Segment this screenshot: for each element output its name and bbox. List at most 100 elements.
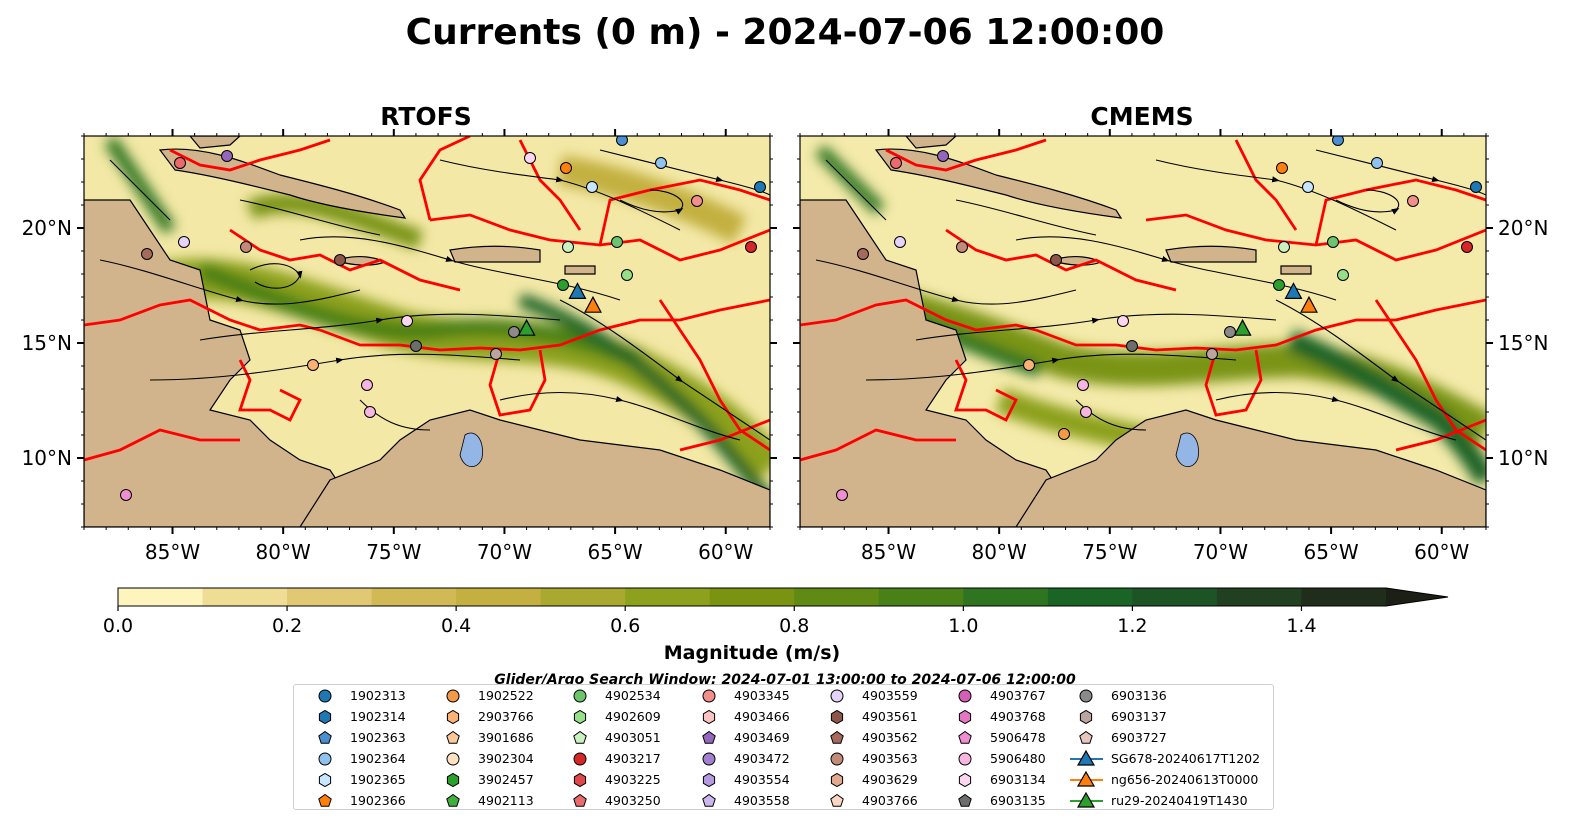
glider-marker xyxy=(517,318,536,336)
x-tick-label: 85°W xyxy=(145,540,200,564)
legend-marker-circle xyxy=(446,689,460,703)
map-area-rtofs xyxy=(84,136,770,527)
x-tick-label: 70°W xyxy=(1193,540,1248,564)
argo-float-marker xyxy=(1058,428,1070,440)
argo-float-marker xyxy=(956,241,968,253)
legend-label: 5906478 xyxy=(990,730,1046,745)
legend-marker-pentagon xyxy=(318,730,332,744)
y-tick-label: 20°N xyxy=(22,216,72,240)
glider-marker xyxy=(583,295,602,313)
streamline xyxy=(825,159,887,221)
legend-marker xyxy=(573,793,587,807)
legend-marker-pentagon xyxy=(573,730,587,744)
boundary xyxy=(169,138,331,172)
legend-label: SG678-20240617T1202 xyxy=(1111,751,1261,766)
glider-marker xyxy=(1299,295,1318,313)
argo-float-marker xyxy=(1080,406,1092,418)
legend-marker xyxy=(446,689,460,703)
x-tick-label: 75°W xyxy=(366,540,421,564)
current-magnitude-field xyxy=(104,136,770,505)
colorbar-swatch xyxy=(794,588,880,606)
argo-float-marker xyxy=(334,254,346,266)
legend-marker-triangle xyxy=(1076,791,1096,808)
legend-marker xyxy=(573,752,587,766)
glider-marker xyxy=(1233,318,1252,336)
argo-float-marker xyxy=(1276,162,1288,174)
argo-float-marker xyxy=(141,248,153,260)
legend-label: 1902313 xyxy=(350,688,406,703)
argo-float-marker xyxy=(178,236,190,248)
legend-label: 4903766 xyxy=(862,793,918,808)
legend-marker-hexagon xyxy=(830,709,844,725)
legend-marker xyxy=(830,793,844,807)
colorbar-tick-label: 0.4 xyxy=(441,615,471,637)
streamline xyxy=(199,313,561,341)
x-tick-label: 75°W xyxy=(1082,540,1137,564)
legend-marker-hexagon xyxy=(318,709,332,725)
argo-float-marker xyxy=(490,348,502,360)
legend-marker xyxy=(958,689,972,703)
argo-float-marker xyxy=(174,157,186,169)
legend-marker-triangle xyxy=(1076,749,1096,766)
boundary xyxy=(319,298,770,352)
y-tick-label: 20°N xyxy=(1498,216,1548,240)
legend-label: 4903768 xyxy=(990,709,1046,724)
boundary xyxy=(1204,349,1263,417)
legend-marker xyxy=(446,730,460,744)
boundary xyxy=(84,298,321,332)
legend-marker xyxy=(958,730,972,744)
legend-marker xyxy=(830,772,844,788)
colorbar-tick-label: 0.6 xyxy=(610,615,640,637)
streamline xyxy=(249,263,303,289)
legend-marker xyxy=(1070,749,1103,766)
legend-marker-pentagon xyxy=(1079,730,1093,744)
land-cuba xyxy=(874,148,1123,219)
argo-float-marker xyxy=(562,241,574,253)
colorbar-swatch xyxy=(540,588,626,606)
legend-marker-triangle xyxy=(1076,770,1096,787)
axes-frame-cmems xyxy=(799,135,1487,528)
legend-marker-pentagon xyxy=(830,793,844,807)
colorbar-swatch xyxy=(371,588,457,606)
boundary xyxy=(1035,298,1486,352)
legend-marker xyxy=(702,793,716,807)
legend-marker-circle xyxy=(958,752,972,766)
legend-marker-circle xyxy=(446,752,460,766)
colorbar-ticks: 0.0 0.2 0.4 0.6 0.8 1.0 1.2 1.4 xyxy=(103,606,1317,637)
argo-float-marker xyxy=(890,157,902,169)
legend-label: 1902363 xyxy=(350,730,406,745)
legend-label: ru29-20240419T1430 xyxy=(1111,793,1248,808)
argo-float-marker xyxy=(508,326,520,338)
colorbar-swatch xyxy=(287,588,373,606)
streamline xyxy=(815,259,1077,305)
colorbar-tick-label: 0.8 xyxy=(779,615,809,637)
colorbar-tick-label: 1.0 xyxy=(948,615,978,637)
argo-float-marker xyxy=(1206,348,1218,360)
legend-marker-hexagon xyxy=(573,772,587,788)
legend-marker-pentagon xyxy=(573,793,587,807)
streamline xyxy=(559,299,770,441)
argo-float-marker xyxy=(1470,181,1482,193)
argo-float-marker xyxy=(410,340,422,352)
legend-label: 4903466 xyxy=(734,709,790,724)
streamlines xyxy=(99,149,770,441)
legend-marker xyxy=(702,709,716,725)
land-florida xyxy=(905,136,957,149)
legend-marker xyxy=(830,752,844,766)
legend-label: 6903135 xyxy=(990,793,1046,808)
legend-marker xyxy=(702,730,716,744)
argo-float-marker xyxy=(894,236,906,248)
streamline xyxy=(149,353,521,381)
argo-float-marker xyxy=(221,150,233,162)
magnitude-band xyxy=(104,136,176,234)
x-tick-label: 70°W xyxy=(477,540,532,564)
colorbar-tick-label: 1.4 xyxy=(1286,615,1316,637)
political-boundaries xyxy=(84,136,770,462)
legend-label: ng656-20240613T0000 xyxy=(1111,772,1259,787)
argo-float-marker xyxy=(1371,157,1383,169)
land-florida xyxy=(189,136,241,149)
legend-label: 1902314 xyxy=(350,709,406,724)
argo-float-marker xyxy=(745,241,757,253)
legend-marker-pentagon xyxy=(958,730,972,744)
legend-marker-hexagon xyxy=(446,709,460,725)
